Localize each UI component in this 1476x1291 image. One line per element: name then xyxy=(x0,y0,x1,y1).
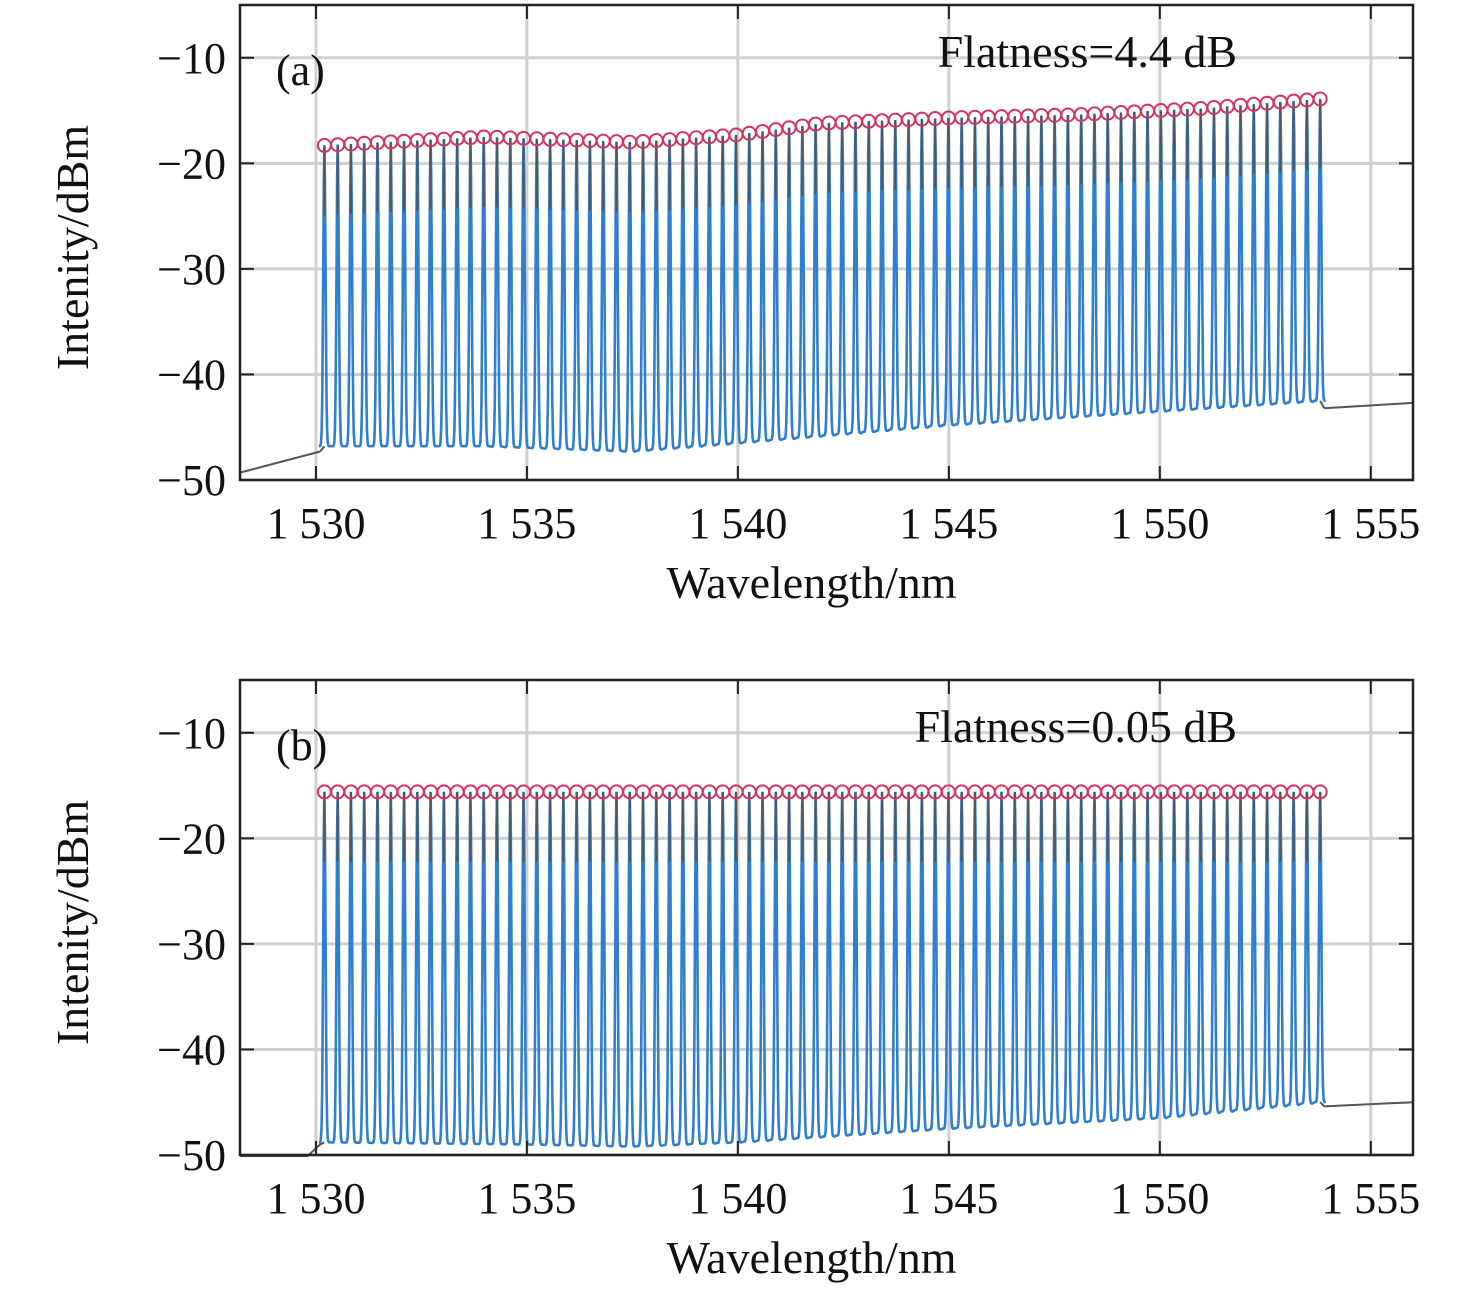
y-tick-label: −10 xyxy=(157,34,226,83)
x-axis-label-b: Wavelength/nm xyxy=(666,1232,956,1283)
x-tick-label: 1 550 xyxy=(1110,1174,1209,1223)
peak-marker xyxy=(1312,91,1328,107)
plot-area-b xyxy=(240,784,1414,1158)
panel-label-b: (b) xyxy=(276,721,327,770)
panel-a: 1 530 1 535 1 540 1 545 1 550 1 555 −10 −20 −30… xyxy=(47,3,1420,608)
flatness-annotation-b: Flatness=0.05 dB xyxy=(915,701,1237,752)
panel-b: 1 530 1 535 1 540 1 545 1 550 1 555 −10 −20 −30… xyxy=(47,678,1420,1283)
x-tick-label: 1 540 xyxy=(688,1174,787,1223)
spectrum-line xyxy=(318,98,1326,453)
x-axis-label-a: Wavelength/nm xyxy=(666,557,956,608)
out-of-band-left xyxy=(239,450,321,474)
y-tick-label: −50 xyxy=(157,1131,226,1180)
x-tick-label: 1 555 xyxy=(1321,1174,1420,1223)
x-tick-label: 1 545 xyxy=(899,1174,998,1223)
right-edge xyxy=(1319,400,1326,409)
out-of-band-right xyxy=(1324,401,1414,410)
y-tick-label: −20 xyxy=(157,814,226,863)
y-tick-labels-a: −10 −20 −30 −40 −50 xyxy=(157,34,226,505)
tick-marks-b xyxy=(240,680,1413,1156)
plot-area-a xyxy=(239,91,1414,474)
peak-marker xyxy=(1312,784,1328,800)
out-of-band-right xyxy=(1324,1101,1414,1108)
x-tick-labels-b: 1 530 1 535 1 540 1 545 1 550 1 555 xyxy=(266,1174,1420,1223)
tick-marks-a xyxy=(240,5,1413,481)
x-tick-label: 1 535 xyxy=(477,1174,576,1223)
x-tick-label: 1 550 xyxy=(1110,499,1209,548)
x-tick-labels-a: 1 530 1 535 1 540 1 545 1 550 1 555 xyxy=(266,499,1420,548)
right-edge xyxy=(1319,1101,1326,1108)
y-tick-labels-b: −10 −20 −30 −40 −50 xyxy=(157,709,226,1180)
x-tick-label: 1 535 xyxy=(477,499,576,548)
axes-frame-a xyxy=(238,3,1415,482)
left-edge xyxy=(319,445,326,453)
y-tick-label: −20 xyxy=(157,139,226,188)
y-tick-label: −40 xyxy=(157,350,226,399)
x-tick-label: 1 540 xyxy=(688,499,787,548)
y-tick-label: −50 xyxy=(157,456,226,505)
y-axis-label-b: Intenity/dBm xyxy=(47,800,98,1046)
y-tick-label: −10 xyxy=(157,709,226,758)
x-tick-label: 1 555 xyxy=(1321,499,1420,548)
y-tick-label: −30 xyxy=(157,245,226,294)
flatness-annotation-a: Flatness=4.4 dB xyxy=(938,26,1237,77)
spectrum-line xyxy=(318,791,1326,1148)
y-tick-label: −40 xyxy=(157,1025,226,1074)
y-tick-label: −30 xyxy=(157,920,226,969)
y-axis-label-a: Intenity/dBm xyxy=(47,125,98,371)
x-tick-label: 1 545 xyxy=(899,499,998,548)
panel-label-a: (a) xyxy=(276,46,325,95)
axes-frame-b xyxy=(238,678,1415,1157)
left-edge xyxy=(319,1141,325,1146)
x-tick-label: 1 530 xyxy=(266,1174,365,1223)
x-tick-label: 1 530 xyxy=(266,499,365,548)
